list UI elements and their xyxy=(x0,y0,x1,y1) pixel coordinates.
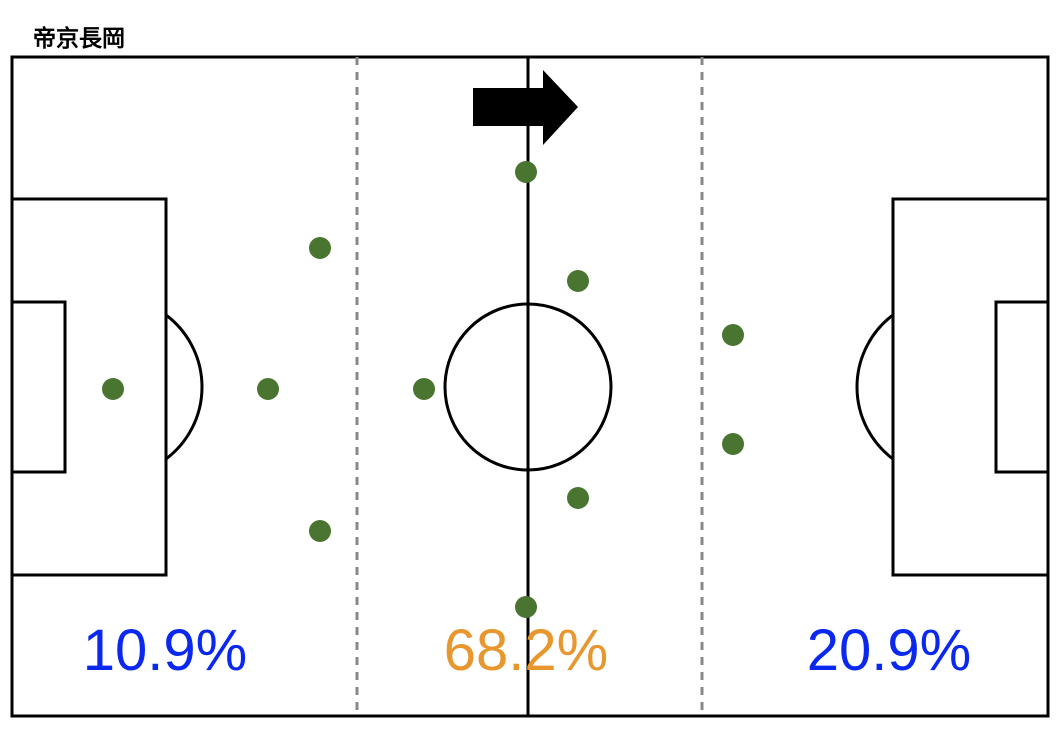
player xyxy=(567,487,589,509)
penalty-arc xyxy=(855,313,894,461)
penalty-box xyxy=(891,197,1050,577)
goal-box xyxy=(994,300,1050,474)
player xyxy=(102,378,124,400)
player xyxy=(515,596,537,618)
player xyxy=(257,378,279,400)
attack-direction-arrow xyxy=(473,70,578,145)
penalty-box xyxy=(10,197,168,577)
zone-share: 68.2% xyxy=(444,618,608,683)
zone-share: 20.9% xyxy=(807,618,971,683)
center-circle xyxy=(443,302,613,472)
zone-share: 10.9% xyxy=(83,618,247,683)
team-title: 帝京長岡 xyxy=(33,25,125,52)
player xyxy=(722,324,744,346)
player xyxy=(413,378,435,400)
penalty-arc xyxy=(165,313,204,461)
player xyxy=(567,270,589,292)
player xyxy=(722,433,744,455)
goal-box xyxy=(10,300,67,474)
player xyxy=(309,520,331,542)
player xyxy=(515,161,537,183)
players xyxy=(102,161,744,618)
player xyxy=(309,237,331,259)
